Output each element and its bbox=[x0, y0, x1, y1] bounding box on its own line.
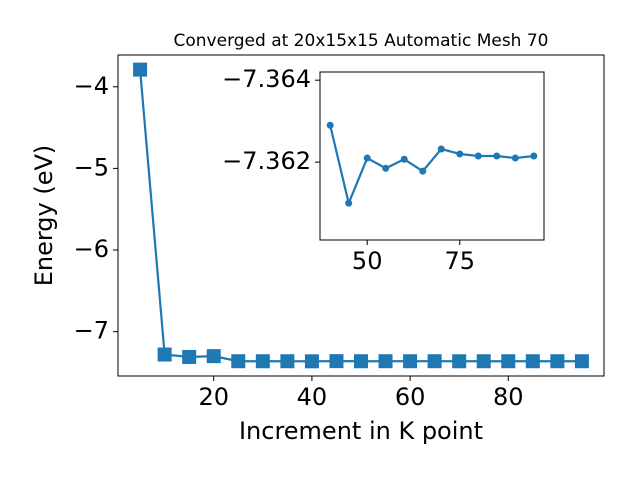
marker bbox=[403, 354, 418, 369]
marker bbox=[363, 154, 371, 162]
marker bbox=[326, 121, 334, 129]
marker bbox=[574, 354, 589, 369]
y-tick-label: −7 bbox=[74, 317, 109, 345]
y-tick-label: −5 bbox=[74, 153, 109, 181]
marker bbox=[493, 152, 501, 160]
marker bbox=[133, 62, 148, 77]
marker bbox=[511, 154, 519, 162]
marker bbox=[329, 354, 344, 369]
marker bbox=[476, 354, 491, 369]
y-tick-label: −6 bbox=[74, 235, 109, 263]
marker bbox=[206, 349, 221, 364]
x-tick-label: 60 bbox=[395, 383, 426, 411]
marker bbox=[474, 152, 482, 160]
marker bbox=[400, 155, 408, 163]
marker bbox=[304, 354, 319, 369]
x-tick-label: 40 bbox=[297, 383, 328, 411]
marker bbox=[345, 199, 353, 207]
marker bbox=[427, 354, 442, 369]
chart-title: Converged at 20x15x15 Automatic Mesh 70 bbox=[174, 31, 549, 51]
marker bbox=[378, 354, 393, 369]
marker bbox=[550, 354, 565, 369]
marker bbox=[382, 164, 390, 172]
marker bbox=[525, 354, 540, 369]
marker bbox=[255, 354, 270, 369]
x-tick-label: 80 bbox=[493, 383, 524, 411]
x-tick-label: 20 bbox=[198, 383, 229, 411]
marker bbox=[452, 354, 467, 369]
marker bbox=[437, 145, 445, 153]
marker bbox=[419, 167, 427, 175]
marker bbox=[530, 152, 538, 160]
x-tick-label: 50 bbox=[352, 247, 383, 275]
marker bbox=[354, 354, 368, 369]
y-tick-label: −7.362 bbox=[222, 147, 311, 175]
marker bbox=[182, 349, 197, 364]
plot-area bbox=[319, 71, 545, 241]
y-tick-label: −7.364 bbox=[222, 65, 311, 93]
marker bbox=[280, 354, 295, 369]
y-tick-label: −4 bbox=[74, 72, 109, 100]
marker bbox=[501, 354, 516, 369]
x-axis-label: Increment in K point bbox=[239, 417, 483, 445]
y-axis-label: Energy (eV) bbox=[30, 145, 58, 287]
marker bbox=[157, 347, 172, 362]
marker bbox=[456, 150, 464, 158]
x-tick-label: 75 bbox=[444, 247, 475, 275]
marker bbox=[231, 354, 246, 369]
